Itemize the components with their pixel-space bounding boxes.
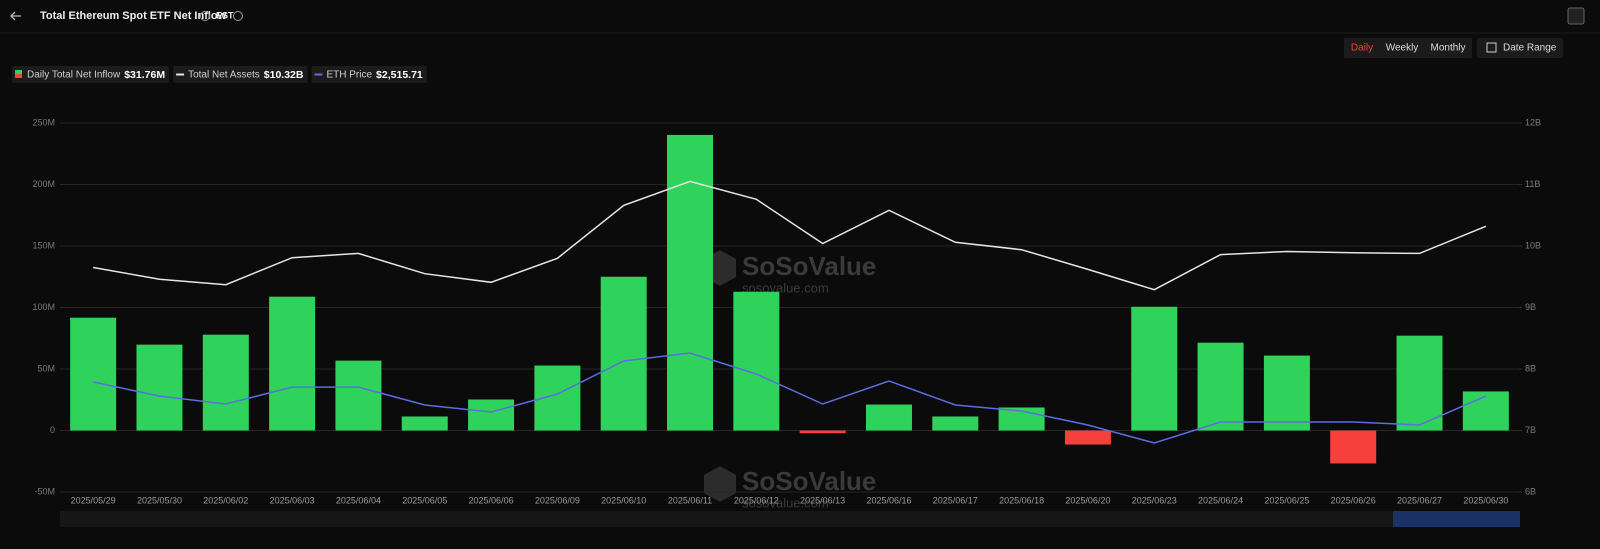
y2-tick-label: 12B bbox=[1525, 117, 1541, 127]
line-series bbox=[93, 352, 1487, 444]
page-title: Total Ethereum Spot ETF Net Inflow bbox=[40, 10, 227, 22]
watermark-site: sosovalue.com bbox=[742, 280, 829, 295]
legend-value: $31.76M bbox=[124, 69, 165, 81]
y-tick-label: -50M bbox=[34, 486, 55, 496]
calendar-icon bbox=[1486, 42, 1497, 53]
navigator[interactable] bbox=[60, 511, 1520, 527]
legend-value: $2,515.71 bbox=[376, 69, 423, 81]
legend-swatch bbox=[15, 70, 22, 74]
bar bbox=[932, 416, 979, 431]
bar bbox=[865, 404, 912, 431]
back-arrow[interactable] bbox=[10, 11, 21, 21]
legend-swatch bbox=[15, 74, 22, 78]
x-tick-label: 2025/06/11 bbox=[668, 495, 712, 505]
bar bbox=[799, 430, 846, 434]
info-icon[interactable] bbox=[200, 11, 210, 21]
x-tick-label: 2025/06/24 bbox=[1198, 495, 1243, 505]
bar bbox=[1131, 306, 1178, 431]
y-tick-label: 100M bbox=[32, 302, 55, 312]
timezone: EST bbox=[216, 10, 234, 20]
period-controls: Daily Weekly Monthly bbox=[1344, 38, 1472, 58]
legend: Daily Total Net Inflow $31.76M Total Net A… bbox=[12, 66, 427, 83]
y2-tick-label: 9B bbox=[1525, 302, 1536, 312]
x-tick-label: 2025/06/12 bbox=[734, 495, 779, 505]
x-tick-label: 2025/05/30 bbox=[137, 495, 182, 505]
x-tick-label: 2025/06/05 bbox=[402, 495, 447, 505]
x-tick-label: 2025/06/26 bbox=[1331, 495, 1376, 505]
period-button[interactable]: Daily bbox=[1351, 43, 1373, 54]
bar bbox=[733, 291, 780, 431]
x-tick-label: 2025/06/20 bbox=[1065, 495, 1110, 505]
bar bbox=[600, 276, 647, 431]
x-tick-label: 2025/06/13 bbox=[800, 495, 845, 505]
watermark-site: sosovalue.com bbox=[742, 495, 829, 510]
x-tick-label: 2025/06/17 bbox=[933, 495, 978, 505]
share-button[interactable] bbox=[1567, 7, 1585, 25]
x-tick-label: 2025/05/29 bbox=[71, 495, 116, 505]
bar bbox=[136, 344, 183, 431]
legend-label: Daily Total Net Inflow bbox=[27, 70, 121, 81]
y2-tick-label: 11B bbox=[1525, 179, 1540, 189]
bar bbox=[1064, 430, 1111, 445]
legend-item[interactable] bbox=[173, 66, 308, 83]
bar bbox=[335, 360, 382, 431]
x-tick-label: 2025/06/23 bbox=[1132, 495, 1177, 505]
bar bbox=[1396, 335, 1443, 431]
period-button[interactable]: Monthly bbox=[1430, 43, 1465, 54]
y-tick-label: 150M bbox=[32, 240, 55, 250]
watermark-brand: SoSoValue bbox=[742, 466, 876, 496]
bar bbox=[401, 416, 448, 431]
date-range-label: Date Range bbox=[1503, 43, 1557, 54]
bar bbox=[667, 134, 714, 431]
date-range-button[interactable] bbox=[1477, 38, 1563, 58]
watermark-logo bbox=[704, 466, 736, 502]
bar bbox=[468, 399, 515, 431]
legend-value: $10.32B bbox=[264, 69, 304, 81]
x-tick-label: 2025/06/09 bbox=[535, 495, 580, 505]
y2-tick-label: 6B bbox=[1525, 486, 1536, 496]
x-tick-label: 2025/06/18 bbox=[999, 495, 1044, 505]
period-group bbox=[1344, 38, 1472, 58]
bar bbox=[269, 296, 316, 431]
line-series bbox=[93, 180, 1487, 291]
info-icon[interactable] bbox=[233, 11, 243, 21]
y2-tick-label: 8B bbox=[1525, 363, 1536, 373]
legend-item[interactable] bbox=[311, 66, 427, 83]
bar bbox=[1263, 355, 1310, 431]
navigator-window[interactable] bbox=[1393, 511, 1520, 527]
x-tick-label: 2025/06/30 bbox=[1463, 495, 1508, 505]
x-tick-label: 2025/06/25 bbox=[1264, 495, 1309, 505]
x-tick-label: 2025/06/04 bbox=[336, 495, 381, 505]
x-tick-label: 2025/06/16 bbox=[866, 495, 911, 505]
bar bbox=[1197, 342, 1244, 431]
x-tick-label: 2025/06/06 bbox=[469, 495, 514, 505]
x-tick-label: 2025/06/10 bbox=[601, 495, 646, 505]
x-tick-label: 2025/06/03 bbox=[270, 495, 315, 505]
bar bbox=[70, 317, 117, 431]
bar bbox=[1462, 391, 1509, 431]
x-tick-label: 2025/06/02 bbox=[203, 495, 248, 505]
period-button[interactable]: Weekly bbox=[1386, 43, 1419, 54]
legend-label: ETH Price bbox=[326, 70, 372, 81]
bar bbox=[1330, 430, 1377, 464]
y2-tick-label: 7B bbox=[1525, 425, 1536, 435]
x-tick-label: 2025/06/27 bbox=[1397, 495, 1442, 505]
y-tick-label: 50M bbox=[37, 363, 55, 373]
y2-tick-label: 10B bbox=[1525, 240, 1541, 250]
watermark-brand: SoSoValue bbox=[742, 251, 876, 281]
bar bbox=[202, 334, 249, 431]
y-tick-label: 0 bbox=[50, 425, 55, 435]
legend-label: Total Net Assets bbox=[188, 70, 260, 81]
y-tick-label: 200M bbox=[32, 179, 55, 189]
legend-item[interactable] bbox=[12, 66, 170, 83]
y-tick-label: 250M bbox=[32, 117, 55, 127]
